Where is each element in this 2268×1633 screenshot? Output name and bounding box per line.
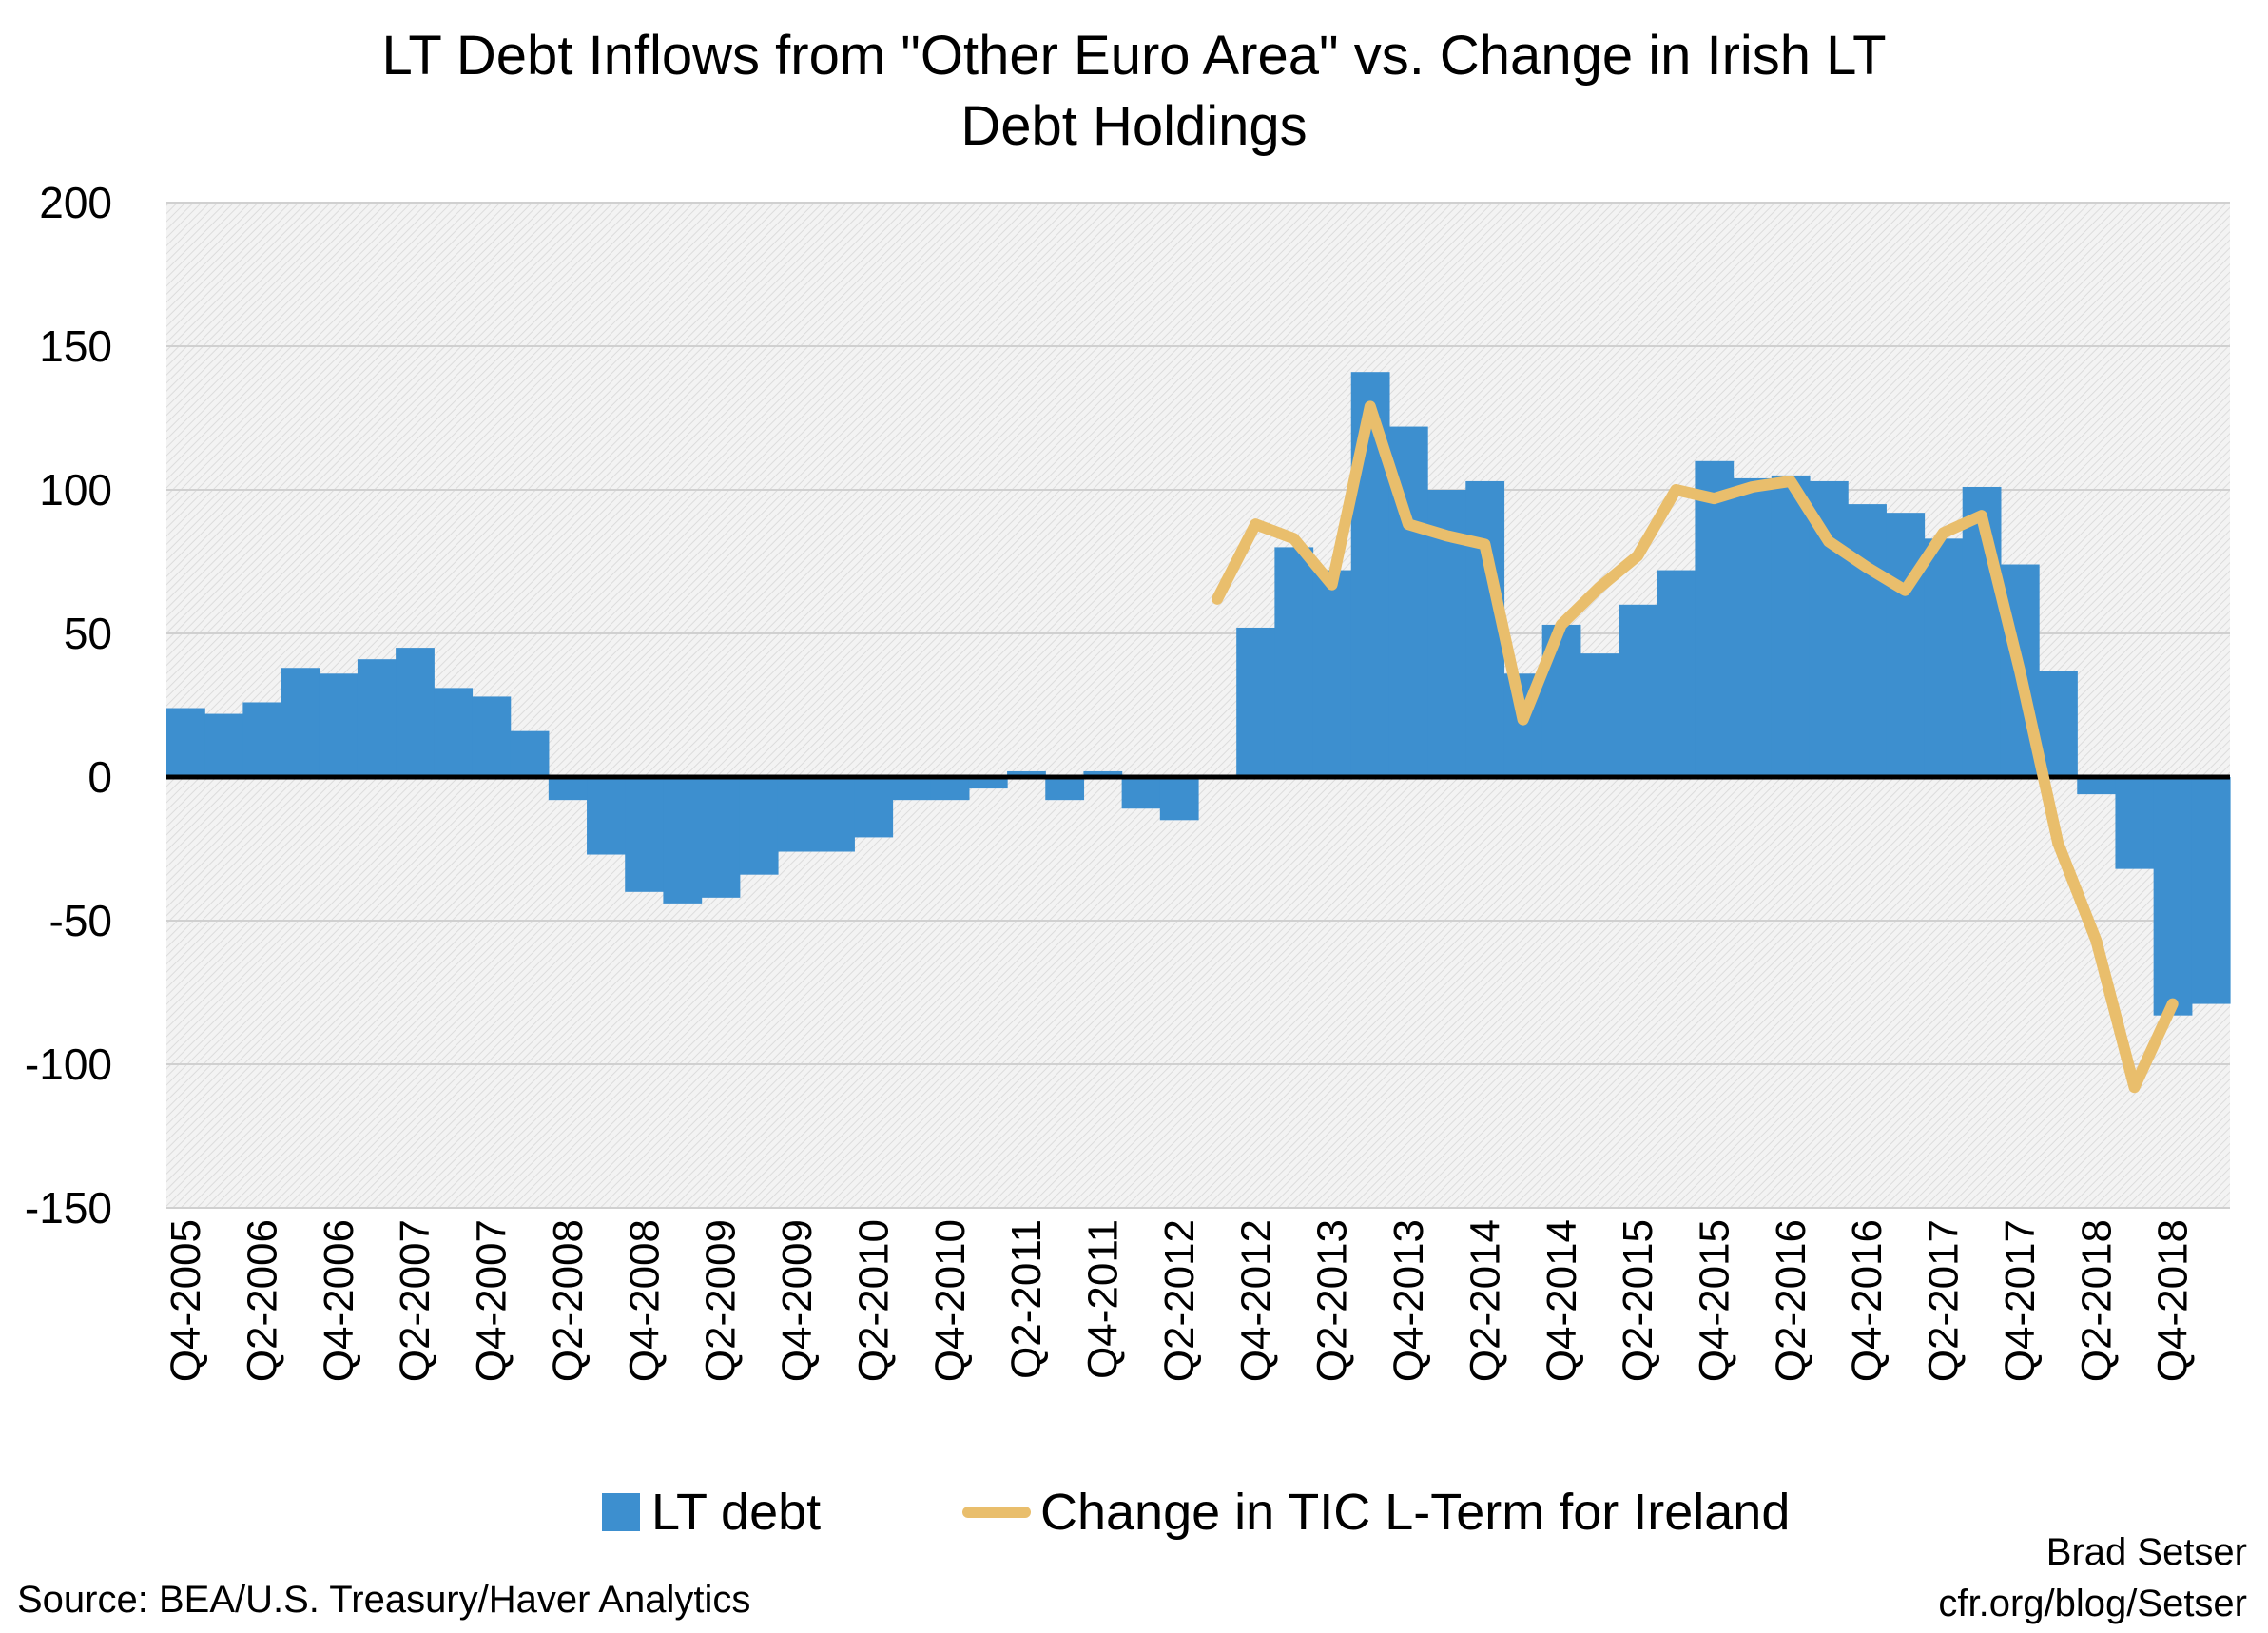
- legend-item-tic-change: Change in TIC L-Term for Ireland: [962, 1479, 1790, 1546]
- bar-lt-debt: [2115, 777, 2155, 869]
- legend-swatch-bar: [602, 1493, 640, 1531]
- x-tick-label: Q2-2015: [1615, 1219, 1661, 1382]
- x-tick-label: Q2-2006: [240, 1219, 286, 1382]
- legend-label-lt-debt: LT debt: [651, 1484, 822, 1541]
- bar-lt-debt: [357, 659, 397, 777]
- bar-lt-debt: [968, 777, 1008, 789]
- bar-lt-debt: [930, 777, 970, 801]
- x-tick-label: Q2-2011: [1003, 1219, 1050, 1379]
- legend-swatch-line: [962, 1507, 1031, 1518]
- x-tick-label: Q4-2017: [1997, 1219, 2044, 1382]
- y-tick-label: -100: [25, 1040, 112, 1089]
- bar-lt-debt: [1695, 460, 1735, 777]
- legend-item-lt-debt: LT debt: [602, 1479, 821, 1546]
- bar-lt-debt: [587, 777, 626, 855]
- x-tick-label: Q4-2012: [1232, 1219, 1279, 1382]
- y-tick-label: 200: [39, 178, 112, 227]
- y-tick-label: 100: [39, 465, 112, 515]
- x-tick-label: Q4-2018: [2150, 1219, 2197, 1382]
- chart-title: LT Debt Inflows from "Other Euro Area" v…: [0, 21, 2268, 162]
- x-tick-label: Q2-2008: [545, 1219, 591, 1382]
- x-tick-label: Q2-2016: [1768, 1219, 1814, 1382]
- chart-title-line-2: Debt Holdings: [960, 95, 1308, 157]
- credit: Brad Setser cfr.org/blog/Setser: [1938, 1526, 2247, 1629]
- source-note: Source: BEA/U.S. Treasury/Haver Analytic…: [17, 1579, 751, 1621]
- bar-lt-debt: [204, 713, 243, 777]
- y-tick-label: 0: [87, 752, 112, 802]
- bar-lt-debt: [1848, 504, 1887, 777]
- bar-lt-debt: [2191, 777, 2231, 1004]
- bar-lt-debt: [319, 673, 359, 777]
- bar-lt-debt: [1886, 513, 1926, 777]
- y-tick-label: 50: [64, 609, 112, 658]
- bar-lt-debt: [1312, 570, 1352, 777]
- y-tick-label: -150: [25, 1183, 112, 1233]
- bar-lt-debt: [2077, 777, 2117, 795]
- bar-lt-debt: [548, 777, 588, 801]
- bar-lt-debt: [1580, 653, 1619, 777]
- bar-lt-debt: [166, 708, 205, 777]
- bar-lt-debt: [1236, 627, 1275, 777]
- bar-lt-debt: [2153, 777, 2193, 1016]
- credit-author: Brad Setser: [2045, 1531, 2247, 1573]
- bar-lt-debt: [1274, 547, 1314, 777]
- x-tick-label: Q2-2014: [1462, 1219, 1508, 1382]
- bar-lt-debt: [854, 777, 894, 838]
- bar-lt-debt: [739, 777, 779, 875]
- bar-lt-debt: [625, 777, 665, 892]
- bar-lt-debt: [472, 696, 512, 777]
- bar-lt-debt: [281, 668, 320, 777]
- bar-lt-debt: [1083, 770, 1123, 777]
- x-tick-label: Q4-2011: [1080, 1219, 1127, 1379]
- x-tick-label: Q2-2018: [2073, 1219, 2120, 1382]
- legend: LT debt Change in TIC L-Term for Ireland: [0, 1479, 2268, 1546]
- x-tick-label: Q4-2014: [1539, 1219, 1585, 1382]
- bar-lt-debt: [1159, 777, 1199, 821]
- x-tick-label: Q2-2017: [1921, 1219, 1968, 1382]
- x-tick-label: Q4-2006: [316, 1219, 362, 1382]
- chart-title-line-1: LT Debt Inflows from "Other Euro Area" v…: [381, 25, 1887, 87]
- x-tick-label: Q4-2013: [1386, 1219, 1432, 1382]
- x-tick-label: Q4-2009: [774, 1219, 821, 1382]
- x-tick-label: Q4-2008: [621, 1219, 668, 1382]
- bar-lt-debt: [1121, 777, 1161, 809]
- bar-lt-debt: [1007, 770, 1046, 777]
- bar-lt-debt: [1619, 604, 1657, 777]
- x-tick-label: Q2-2009: [698, 1219, 745, 1382]
- bar-lt-debt: [816, 777, 855, 852]
- x-tick-label: Q4-2005: [163, 1219, 209, 1382]
- line-tic-change: [1212, 400, 2179, 1094]
- bar-lt-debt: [777, 777, 817, 852]
- x-tick-label: Q4-2007: [469, 1219, 515, 1382]
- bar-lt-debt: [2039, 671, 2078, 777]
- x-tick-label: Q4-2016: [1844, 1219, 1890, 1382]
- x-tick-label: Q2-2012: [1156, 1219, 1203, 1382]
- x-tick-label: Q4-2010: [927, 1219, 974, 1382]
- bar-lt-debt: [242, 702, 282, 777]
- bar-lt-debt: [1045, 777, 1085, 801]
- y-tick-label: 150: [39, 321, 112, 371]
- bar-lt-debt: [1924, 538, 1964, 777]
- x-tick-label: Q4-2015: [1692, 1219, 1738, 1382]
- bar-lt-debt: [892, 777, 932, 801]
- x-tick-label: Q2-2007: [392, 1219, 438, 1382]
- credit-url: cfr.org/blog/Setser: [1938, 1583, 2247, 1624]
- x-tick-label: Q2-2013: [1309, 1219, 1356, 1382]
- bar-lt-debt: [396, 648, 435, 777]
- bar-lt-debt: [510, 730, 550, 777]
- legend-label-tic-change: Change in TIC L-Term for Ireland: [1040, 1484, 1791, 1541]
- bar-lt-debt: [663, 777, 703, 904]
- bar-lt-debt: [1733, 477, 1773, 777]
- x-tick-label: Q2-2010: [850, 1219, 897, 1382]
- bar-lt-debt: [434, 688, 474, 777]
- bar-lt-debt: [1657, 570, 1696, 777]
- bar-lt-debt: [1771, 475, 1811, 777]
- bar-lt-debt: [701, 777, 741, 898]
- y-tick-label: -50: [49, 896, 112, 945]
